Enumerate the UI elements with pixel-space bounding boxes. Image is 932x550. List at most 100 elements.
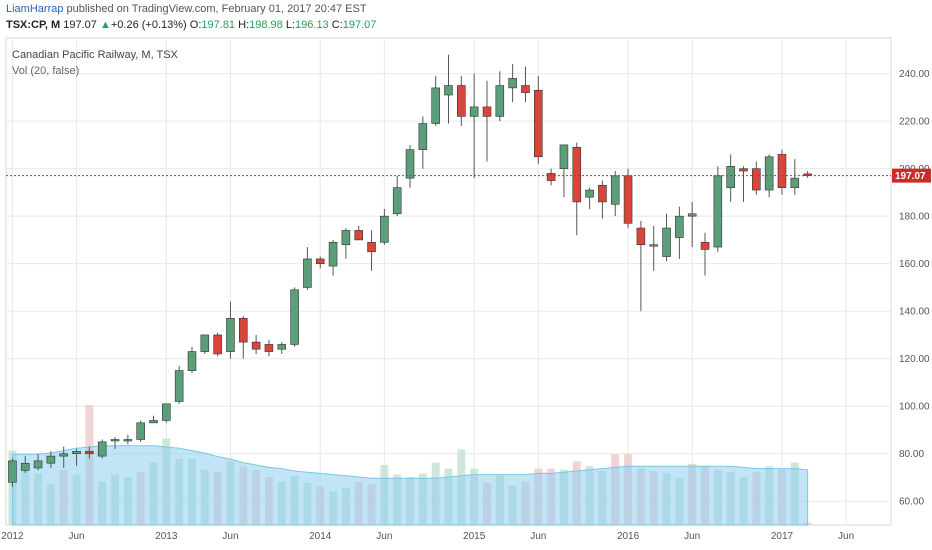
candle-down [739, 168, 748, 172]
symbol-label: TSX:CP, M [6, 19, 61, 31]
candle-down [700, 242, 710, 250]
x-tick-label: 2017 [771, 531, 794, 542]
x-tick-label: Jun [530, 531, 546, 542]
candle-up [585, 189, 594, 198]
candle-up [149, 420, 158, 424]
candle-up [405, 149, 415, 179]
candle-up [559, 144, 569, 169]
candle-up [59, 453, 68, 457]
current-price-tag [892, 168, 931, 183]
x-tick-label: Jun [376, 531, 392, 542]
candle-up [303, 258, 312, 288]
candle-up [226, 318, 235, 352]
candle-down [264, 344, 274, 352]
candle-up [444, 85, 453, 96]
x-tick-label: 2014 [309, 531, 332, 542]
y-tick-label: 220.00 [899, 117, 930, 128]
close-value: 197.07 [342, 19, 377, 31]
volume-legend: Vol (20, false) [12, 65, 79, 77]
volume-ma-area [11, 445, 809, 526]
candle-up [418, 123, 428, 150]
candle-down [752, 168, 761, 191]
candle-up [610, 175, 620, 205]
candle-down [777, 154, 787, 188]
last-price: 197.07 [63, 19, 97, 31]
candle-up [495, 85, 505, 117]
candle-down [623, 175, 633, 224]
candle-up [33, 460, 43, 469]
x-tick-label: Jun [684, 531, 700, 542]
publish-info: published on TradingView.com, February 0… [66, 3, 367, 15]
y-tick-label: 180.00 [899, 212, 930, 223]
candle-down [636, 227, 646, 245]
candle-up [726, 165, 735, 188]
x-tick-label: 2016 [617, 531, 640, 542]
candle-up [649, 244, 658, 247]
open-value: 197.81 [201, 19, 236, 31]
candle-up [136, 422, 145, 440]
high-label: H: [238, 19, 250, 31]
candle-up [277, 344, 287, 350]
candle-up [764, 156, 774, 191]
candle-up [123, 439, 133, 442]
open-label: O: [189, 19, 202, 31]
candle-up [97, 441, 107, 457]
y-tick-label: 240.00 [899, 69, 930, 80]
high-value: 198.98 [249, 19, 283, 31]
low-label: L: [285, 19, 296, 31]
candle-up [110, 439, 120, 442]
y-tick-label: 140.00 [899, 307, 930, 318]
x-tick-label: Jun [68, 531, 84, 542]
candle-up [20, 462, 30, 471]
candle-up [341, 230, 351, 245]
candle-up [713, 175, 723, 248]
candle-up [187, 351, 197, 371]
candle-up [392, 187, 402, 215]
chart-header: LiamHarrap published on TradingView.com,… [0, 0, 932, 36]
y-tick-label: 120.00 [899, 354, 930, 365]
candle-down [457, 85, 466, 117]
current-price-label: 197.07 [895, 171, 926, 182]
candle-up [431, 87, 440, 124]
price-change: +0.26 (+0.13%) [110, 19, 187, 31]
x-tick-label: 2012 [1, 531, 24, 542]
candle-down [598, 184, 607, 203]
x-tick-label: Jun [222, 531, 238, 542]
candle-up [675, 215, 684, 238]
candle-up [662, 227, 671, 257]
candle-up [72, 451, 81, 455]
candle-up [8, 460, 17, 483]
y-tick-label: 100.00 [899, 402, 930, 413]
y-tick-label: 80.00 [899, 449, 924, 460]
x-tick-label: 2015 [463, 531, 486, 542]
candle-up [290, 289, 299, 345]
candle-up [508, 78, 517, 89]
candle-up [174, 370, 184, 402]
publish-line: LiamHarrap published on TradingView.com,… [6, 3, 367, 15]
candle-down [251, 341, 261, 350]
candle-down [354, 230, 363, 241]
candle-up [790, 177, 800, 188]
x-tick-label: Jun [838, 531, 854, 542]
candle-down [521, 85, 530, 93]
candle-down [315, 258, 325, 264]
y-tick-label: 60.00 [899, 497, 924, 508]
candle-down [482, 106, 492, 117]
candle-up [469, 106, 479, 117]
author-link[interactable]: LiamHarrap [6, 3, 64, 15]
candle-down [213, 334, 222, 355]
candle-up [328, 242, 338, 267]
x-tick-label: 2013 [155, 531, 178, 542]
candle-down [546, 173, 556, 181]
candle-down [534, 89, 543, 158]
y-tick-label: 160.00 [899, 259, 930, 270]
up-arrow-icon: ▲ [99, 19, 111, 31]
low-value: 196.13 [295, 19, 329, 31]
candle-up [687, 213, 697, 217]
candle-down [367, 242, 376, 253]
candle-down [85, 451, 94, 455]
quote-line: TSX:CP, M 197.07 ▲+0.26 (+0.13%) O:197.8… [6, 19, 376, 31]
chart-title: Canadian Pacific Railway, M, TSX [12, 49, 179, 61]
candle-down [572, 146, 582, 203]
